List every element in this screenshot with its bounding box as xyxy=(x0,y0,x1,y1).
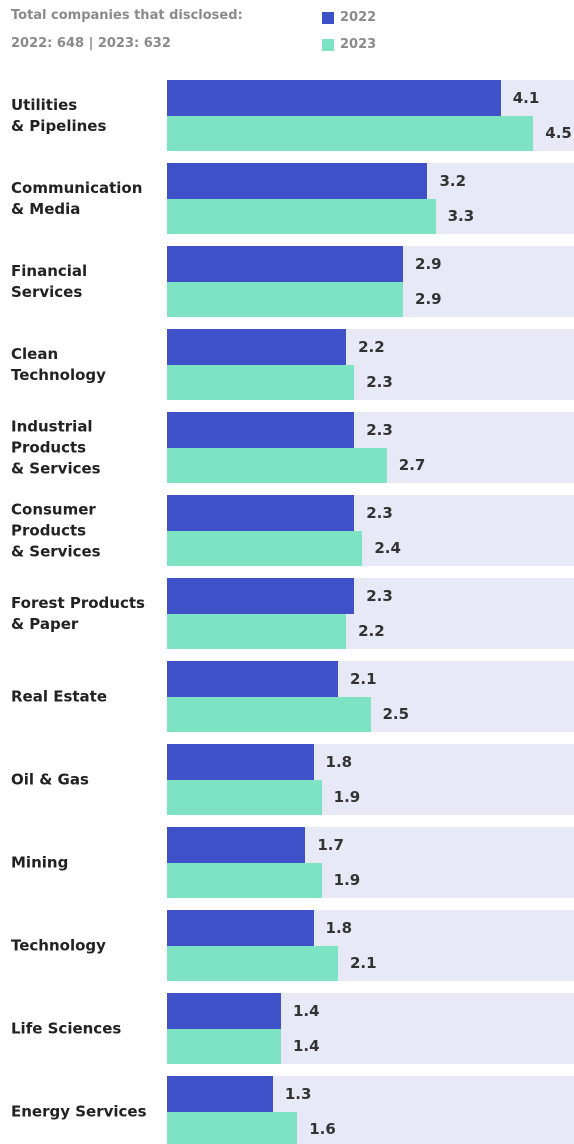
bar xyxy=(167,530,363,566)
category-label: Consumer Products & Services xyxy=(11,500,101,560)
value-label: 2.2 xyxy=(358,337,385,356)
bar xyxy=(167,329,347,365)
category-label: Technology xyxy=(11,936,106,954)
bar xyxy=(167,661,338,697)
bar xyxy=(167,412,355,448)
value-label: 2.1 xyxy=(349,669,377,688)
legend-swatch xyxy=(322,39,334,51)
category-label: Energy Services xyxy=(11,1102,147,1120)
value-label: 2.7 xyxy=(398,456,426,475)
bar xyxy=(167,447,387,483)
legend-swatch xyxy=(322,12,334,24)
category-label: Financial Services xyxy=(11,261,88,301)
value-label: 2.3 xyxy=(366,586,393,605)
value-label: 2.3 xyxy=(366,420,393,439)
value-label: 1.9 xyxy=(333,871,361,890)
value-label: 1.9 xyxy=(333,788,361,807)
legend-label: 2023 xyxy=(340,37,377,52)
category-label: Forest Products & Paper xyxy=(11,593,145,633)
value-label: 2.5 xyxy=(382,705,410,724)
value-label: 3.2 xyxy=(439,171,467,190)
category-label: Mining xyxy=(11,853,69,871)
bar xyxy=(167,495,355,531)
bar xyxy=(167,993,281,1029)
bar xyxy=(167,246,404,282)
bar xyxy=(167,862,322,898)
value-label: 1.4 xyxy=(292,1037,320,1056)
value-label: 1.8 xyxy=(325,752,353,771)
bar xyxy=(167,1111,298,1144)
value-label: 2.9 xyxy=(415,254,442,273)
category-label: Real Estate xyxy=(11,687,108,705)
value-label: 4.5 xyxy=(545,124,572,143)
value-label: 2.4 xyxy=(374,539,401,558)
category-label: Industrial Products & Services xyxy=(11,417,101,477)
value-label: 2.3 xyxy=(366,503,393,522)
bar xyxy=(167,1028,281,1064)
bar xyxy=(167,827,306,863)
category-label: Life Sciences xyxy=(11,1019,122,1037)
bar xyxy=(167,163,428,199)
value-label: 2.2 xyxy=(358,622,385,641)
value-label: 4.1 xyxy=(512,88,540,107)
value-label: 2.3 xyxy=(366,373,393,392)
legend-label: 2022 xyxy=(340,10,377,25)
value-label: 1.6 xyxy=(309,1120,336,1139)
category-label: Clean Technology xyxy=(11,344,106,384)
value-label: 1.7 xyxy=(317,835,344,854)
category-label: Oil & Gas xyxy=(11,770,89,788)
bar xyxy=(167,364,355,400)
value-label: 1.3 xyxy=(284,1084,312,1103)
bar xyxy=(167,198,436,234)
bar xyxy=(167,910,314,946)
bar xyxy=(167,578,355,614)
bar xyxy=(167,613,347,649)
bar xyxy=(167,945,338,981)
bar xyxy=(167,281,404,317)
bar xyxy=(167,779,322,815)
bar xyxy=(167,1076,273,1112)
subtitle: 2022: 648 | 2023: 632 xyxy=(11,36,171,51)
subtitle: Total companies that disclosed: xyxy=(11,8,243,23)
bar xyxy=(167,80,501,116)
bar xyxy=(167,115,534,151)
bar xyxy=(167,696,371,732)
value-label: 1.8 xyxy=(325,918,353,937)
value-label: 3.3 xyxy=(447,207,475,226)
category-label: Utilities & Pipelines xyxy=(11,95,107,135)
value-label: 2.9 xyxy=(415,290,442,309)
value-label: 2.1 xyxy=(349,954,377,973)
category-label: Communication & Media xyxy=(11,178,143,218)
value-label: 1.4 xyxy=(292,1001,320,1020)
bar xyxy=(167,744,314,780)
